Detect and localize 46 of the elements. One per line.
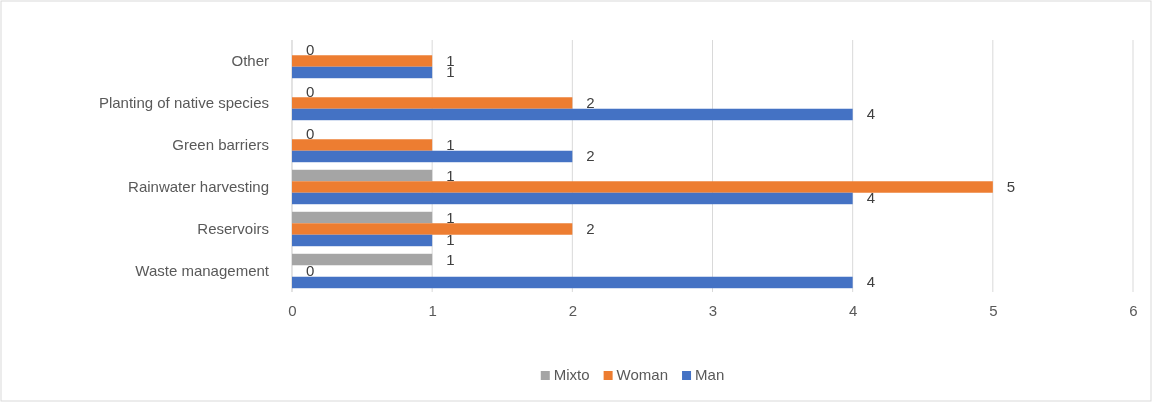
bar bbox=[292, 181, 993, 193]
data-label: 1 bbox=[446, 136, 455, 153]
legend-label: Woman bbox=[616, 366, 669, 383]
data-label: 4 bbox=[866, 105, 876, 123]
y-tick-label: Reservoirs bbox=[197, 219, 269, 237]
y-tick-label: Rainwater harvesting bbox=[128, 177, 269, 195]
y-tick-label: Green barriers bbox=[172, 135, 269, 153]
legend-label: Mixto bbox=[553, 366, 590, 383]
bar bbox=[292, 169, 433, 182]
x-tick-label: 5 bbox=[989, 301, 998, 319]
x-tick-label: 2 bbox=[568, 301, 578, 319]
data-label: 1 bbox=[446, 208, 455, 226]
data-label: 4 bbox=[866, 273, 876, 291]
bar bbox=[292, 192, 853, 205]
data-label: 0 bbox=[306, 124, 315, 142]
bar bbox=[292, 66, 433, 79]
bar bbox=[292, 108, 853, 121]
bar bbox=[292, 211, 433, 224]
bar bbox=[292, 276, 853, 289]
x-tick-label: 1 bbox=[428, 301, 437, 319]
data-label: 2 bbox=[586, 147, 595, 165]
data-label: 1 bbox=[446, 231, 455, 249]
y-tick-label: Other bbox=[231, 51, 269, 69]
x-tick-label: 3 bbox=[708, 301, 718, 319]
x-tick-label: 6 bbox=[1129, 301, 1138, 319]
data-label: 5 bbox=[1006, 178, 1016, 195]
y-tick-label: Waste management bbox=[135, 261, 270, 279]
x-tick-label: 4 bbox=[848, 301, 858, 319]
x-tick-label: 0 bbox=[288, 301, 297, 319]
data-label: 0 bbox=[306, 262, 315, 279]
bar bbox=[292, 150, 573, 163]
bar bbox=[292, 55, 433, 67]
data-label: 2 bbox=[586, 220, 595, 237]
data-label: 0 bbox=[306, 82, 315, 100]
data-label: 1 bbox=[446, 250, 455, 268]
bar bbox=[292, 223, 573, 235]
bar bbox=[292, 234, 433, 247]
bar bbox=[292, 139, 433, 151]
bar bbox=[292, 253, 433, 266]
data-label: 2 bbox=[586, 94, 595, 111]
data-label: 0 bbox=[306, 40, 315, 58]
y-tick-label: Planting of native species bbox=[98, 93, 269, 111]
data-label: 4 bbox=[866, 189, 876, 207]
data-label: 1 bbox=[446, 166, 455, 184]
bar bbox=[292, 97, 573, 109]
legend-label: Man bbox=[695, 366, 725, 383]
